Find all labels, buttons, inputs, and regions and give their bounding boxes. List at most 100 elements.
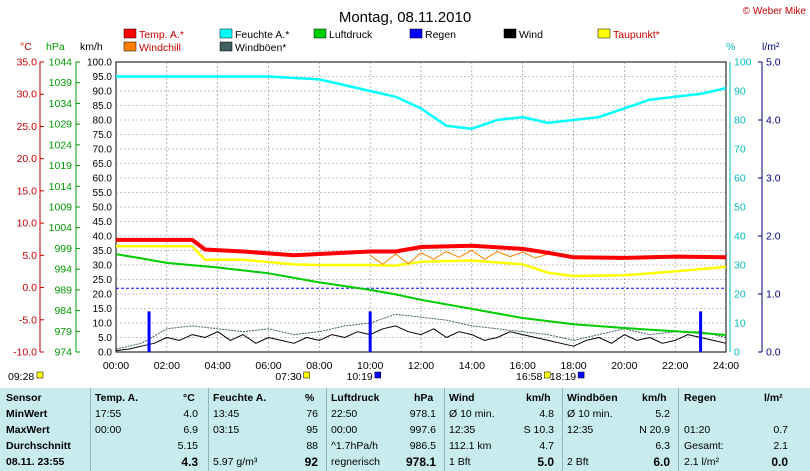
- table-cell-rain-desc: 2.1 l/m²: [684, 456, 720, 468]
- wind-tick-label: 35.0: [93, 246, 113, 257]
- x-tick-label: 02:00: [154, 360, 180, 372]
- wind-tick-label: 85.0: [93, 101, 113, 112]
- table-header-sensor: Sensor: [6, 392, 42, 404]
- legend-swatch: [219, 41, 233, 52]
- temp-tick-label: -5.0: [19, 314, 37, 326]
- pressure-tick-label: 1024: [49, 139, 73, 151]
- temp-tick-label: 0.0: [22, 282, 37, 294]
- table-separator: [444, 388, 445, 471]
- pressure-tick-label: 1039: [49, 77, 73, 89]
- pressure-tick-label: 984: [54, 305, 72, 317]
- humidity-tick-label: 10: [734, 318, 746, 330]
- time-marker-label: 09:28: [8, 371, 34, 383]
- time-marker: [544, 371, 551, 379]
- legend-label: Windböen*: [235, 42, 286, 54]
- table-cell-label: 08.11. 23:55: [6, 456, 65, 468]
- wind-tick-label: 40.0: [93, 232, 113, 243]
- table-header-wind: Wind: [449, 392, 475, 404]
- pressure-tick-label: 1044: [49, 57, 73, 69]
- legend-label: Windchill: [139, 42, 181, 54]
- table-cell-wind-desc: Ø 10 min.: [449, 408, 495, 420]
- pressure-unit-label: hPa: [46, 41, 65, 53]
- table-separator: [90, 388, 91, 471]
- table-header-humidity-unit: %: [305, 392, 315, 404]
- time-marker-label: 10:19: [347, 371, 373, 383]
- table-cell-wind-desc: 112.1 km: [449, 440, 492, 452]
- table-cell-wind-desc: 1 Bft: [449, 456, 471, 468]
- table-cell-temp-time: 00:00: [95, 424, 122, 436]
- x-tick-label: 18:00: [560, 360, 586, 372]
- x-tick-label: 24:00: [713, 360, 739, 372]
- table-cell-temp-val: 4.0: [183, 408, 198, 420]
- legend-label: Taupunkt*: [613, 29, 660, 41]
- table-cell-label: MaxWert: [6, 424, 50, 436]
- weather-chart: Montag, 08.11.2010 © Weber Mike Temp. A.* F…: [8, 6, 806, 383]
- x-tick-label: 10:00: [357, 360, 383, 372]
- x-tick-label: 06:00: [255, 360, 281, 372]
- table-cell-wind-desc: 12:35: [449, 424, 476, 436]
- legend-label: Luftdruck: [329, 29, 373, 41]
- table-cell-hum-val: 76: [306, 408, 318, 420]
- table-cell-gust-val: 5.2: [655, 408, 670, 420]
- table-header-pressure-unit: hPa: [414, 392, 434, 404]
- table-cell-wind-val: 4.7: [539, 440, 554, 452]
- temp-tick-label: 5.0: [22, 250, 37, 262]
- humidity-unit-label: %: [726, 41, 735, 53]
- rain-bar: [699, 311, 703, 352]
- table-cell-press-val: 978.1: [409, 408, 436, 420]
- pressure-tick-label: 999: [54, 243, 72, 255]
- table-cell-wind-val: 5.0: [537, 455, 554, 469]
- humidity-tick-label: 80: [734, 115, 746, 127]
- table-separator: [208, 388, 209, 471]
- table-cell-rain-desc: 01:20: [684, 424, 711, 436]
- rain-tick-label: 4.0: [766, 115, 781, 127]
- table-cell-hum-time: 5.97 g/m³: [213, 456, 258, 468]
- legend-label: Wind: [519, 29, 543, 41]
- rain-tick-label: 5.0: [766, 57, 781, 69]
- table-cell-hum-time: 03:15: [213, 424, 240, 436]
- pressure-tick-label: 989: [54, 284, 72, 296]
- humidity-tick-label: 60: [734, 173, 746, 185]
- time-marker-label: 16:58: [516, 371, 542, 383]
- x-tick-label: 08:00: [306, 360, 332, 372]
- table-cell-temp-time: 17:55: [95, 408, 122, 420]
- wind-tick-label: 75.0: [93, 130, 113, 141]
- rain-bar: [368, 311, 372, 352]
- legend-swatch: [409, 28, 423, 39]
- table-cell-hum-val: 88: [306, 440, 318, 452]
- wind-tick-label: 45.0: [93, 217, 113, 228]
- table-cell-label: MinWert: [6, 408, 48, 420]
- rain-tick-label: 3.0: [766, 173, 781, 185]
- humidity-tick-label: 100: [734, 57, 752, 69]
- wind-tick-label: 50.0: [93, 203, 113, 214]
- wind-tick-label: 65.0: [93, 159, 113, 170]
- table-header-gust-unit: km/h: [642, 392, 667, 404]
- wind-tick-label: 60.0: [93, 174, 113, 185]
- legend-swatch: [123, 41, 137, 52]
- legend-swatch: [503, 28, 517, 39]
- humidity-tick-label: 40: [734, 231, 746, 243]
- legend-swatch: [123, 28, 137, 39]
- temp-tick-label: 20.0: [17, 153, 38, 165]
- table-cell-label: Durchschnitt: [6, 440, 71, 452]
- table-cell-press-val: 986.5: [409, 440, 436, 452]
- table-cell-wind-val: 4.8: [539, 408, 554, 420]
- wind-tick-label: 0.0: [98, 348, 112, 359]
- pressure-tick-label: 1029: [49, 119, 73, 131]
- table-cell-gust-val: 6.0: [653, 455, 670, 469]
- table-header-rain: Regen: [684, 392, 717, 404]
- chart-title: Montag, 08.11.2010: [339, 9, 471, 26]
- time-marker: [374, 371, 382, 379]
- legend-swatch: [219, 28, 233, 39]
- x-tick-label: 04:00: [205, 360, 231, 372]
- table-separator: [326, 388, 327, 471]
- x-tick-label: 20:00: [611, 360, 637, 372]
- table-cell-rain-val: 0.0: [771, 455, 788, 469]
- table-cell-rain-desc: Gesamt:: [684, 440, 724, 452]
- x-tick-label: 00:00: [103, 360, 129, 372]
- x-tick-label: 12:00: [408, 360, 434, 372]
- rain-tick-label: 0.0: [766, 347, 781, 359]
- table-header-temp-unit: °C: [183, 392, 195, 404]
- table-cell-press-time: ^1.7hPa/h: [331, 440, 378, 452]
- pressure-tick-label: 1009: [49, 202, 73, 214]
